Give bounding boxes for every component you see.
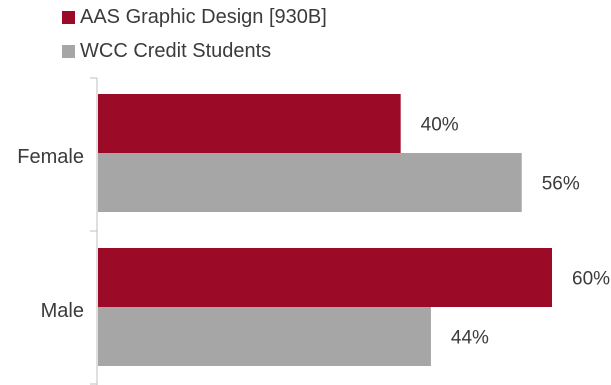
data-label-male-series-2: 44%: [451, 328, 489, 349]
bar-female-series-2: [98, 153, 522, 212]
legend-label-series-2: WCC Credit Students: [80, 39, 272, 62]
legend-label-series-1: AAS Graphic Design [930B]: [80, 5, 327, 28]
data-label-female-series-2: 56%: [542, 174, 580, 195]
data-label-female-series-1: 40%: [421, 115, 459, 136]
legend-swatch-series-2: [62, 44, 75, 58]
data-label-male-series-1: 60%: [572, 269, 610, 290]
category-label-female: Female: [17, 146, 84, 168]
bar-male-series-2: [98, 307, 431, 366]
category-label-male: Male: [41, 300, 84, 322]
legend-item-series-1: AAS Graphic Design [930B]: [62, 0, 327, 34]
bar-female-series-1: [98, 94, 401, 153]
chart-legend: AAS Graphic Design [930B] WCC Credit Stu…: [62, 0, 327, 68]
legend-swatch-series-1: [62, 10, 75, 24]
legend-item-series-2: WCC Credit Students: [62, 34, 327, 68]
bar-male-series-1: [98, 248, 552, 307]
